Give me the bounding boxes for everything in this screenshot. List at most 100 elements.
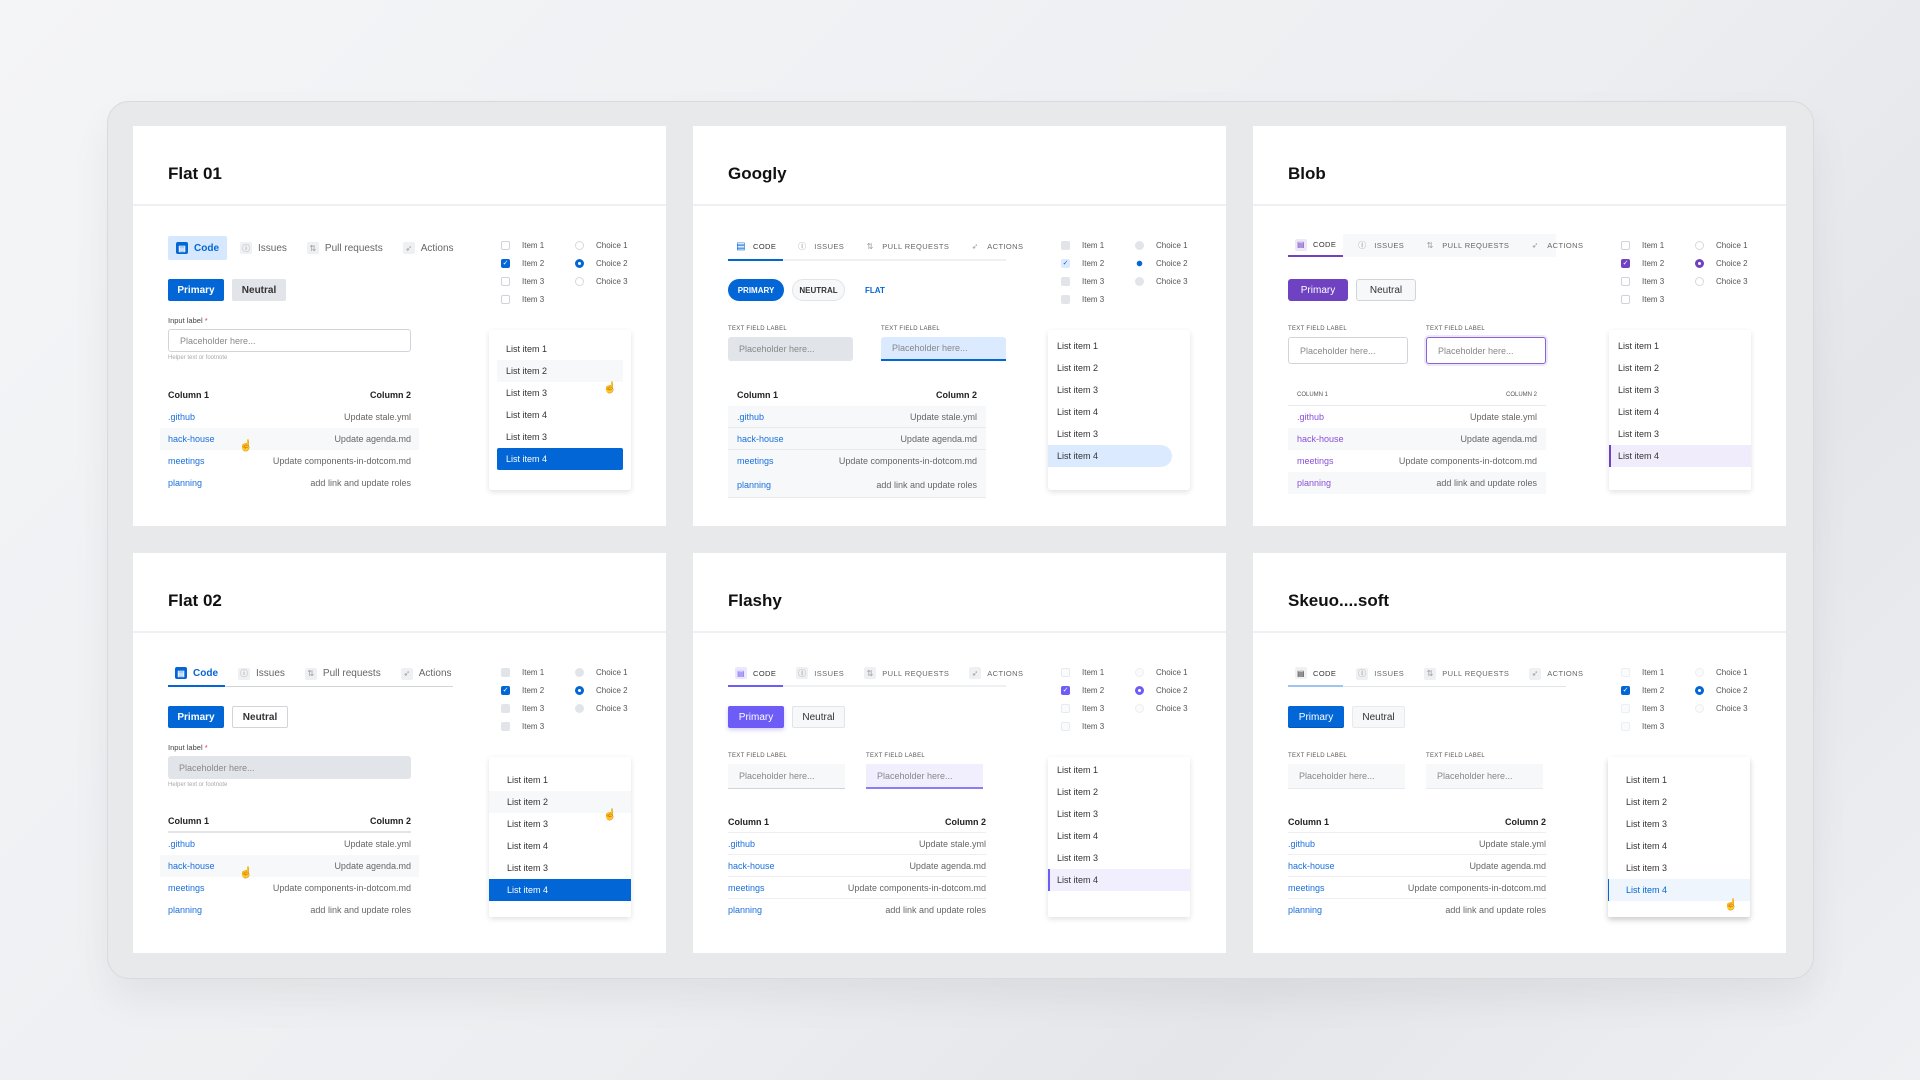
list-item[interactable]: List item 3 bbox=[1057, 385, 1099, 395]
list-item[interactable]: List item 3 bbox=[506, 432, 548, 442]
radio[interactable] bbox=[575, 667, 584, 677]
checkbox-item[interactable]: Item 1 bbox=[501, 236, 544, 254]
checkbox-item[interactable]: Item 1 bbox=[1621, 663, 1664, 681]
checkbox-item[interactable]: ✓ Item 2 bbox=[501, 681, 544, 699]
table-row[interactable]: planning add link and update roles bbox=[728, 472, 986, 498]
tab-issues[interactable]: ⓘ Issues bbox=[789, 660, 851, 686]
primary-button[interactable]: Primary bbox=[168, 279, 224, 301]
neutral-button[interactable]: Neutral bbox=[792, 706, 845, 728]
table-row[interactable]: .github Update stale.yml bbox=[728, 406, 986, 428]
text-field-focused[interactable]: Placeholder here... bbox=[866, 764, 983, 789]
table-row[interactable]: .github Update stale.yml bbox=[168, 839, 411, 849]
checkbox[interactable] bbox=[1061, 703, 1070, 713]
checkbox-item[interactable]: ✓ Item 2 bbox=[1061, 254, 1104, 272]
table-row[interactable]: planning add link and update roles bbox=[728, 905, 986, 915]
checkbox-item[interactable]: Item 3 bbox=[1621, 699, 1664, 717]
tab-pull-requests[interactable]: ⇅ Pull requests bbox=[857, 233, 956, 260]
neutral-button[interactable]: NEUTRAL bbox=[792, 279, 845, 301]
list-item[interactable]: List item 3 bbox=[1618, 385, 1660, 395]
checkbox-item[interactable]: Item 3 bbox=[501, 272, 544, 290]
tab-pull-requests[interactable]: ⇅ Pull requests bbox=[1417, 234, 1516, 258]
table-row[interactable]: meetings Update components-in-dotcom.md bbox=[168, 456, 411, 466]
list-item[interactable]: List item 4 bbox=[1057, 407, 1099, 417]
table-row[interactable]: meetings Update components-in-dotcom.md bbox=[168, 883, 411, 893]
checkbox[interactable] bbox=[1621, 294, 1630, 304]
radio-item[interactable]: Choice 1 bbox=[1135, 236, 1188, 254]
checkbox-checked[interactable]: ✓ bbox=[1621, 258, 1630, 268]
checkbox[interactable] bbox=[1621, 276, 1630, 286]
table-row[interactable]: hack-house Update agenda.md bbox=[728, 855, 986, 877]
table-row[interactable]: .github Update stale.yml bbox=[1288, 833, 1546, 855]
radio-item[interactable]: Choice 3 bbox=[1135, 699, 1188, 717]
table-row[interactable]: hack-house Update agenda.md bbox=[728, 428, 986, 450]
text-field-focused[interactable]: Placeholder here... bbox=[881, 337, 1006, 361]
checkbox[interactable] bbox=[501, 240, 510, 250]
radio[interactable] bbox=[575, 240, 584, 250]
checkbox[interactable] bbox=[1621, 721, 1630, 731]
neutral-button[interactable]: Neutral bbox=[232, 706, 288, 728]
checkbox-item[interactable]: Item 3 bbox=[501, 717, 544, 735]
tab-actions[interactable]: ➶ Actions bbox=[394, 661, 459, 687]
list-item[interactable]: List item 1 bbox=[507, 775, 549, 785]
tab-actions[interactable]: ➶ Actions bbox=[396, 236, 461, 260]
primary-button[interactable]: Primary bbox=[728, 706, 784, 728]
radio-item[interactable]: Choice 1 bbox=[575, 663, 628, 681]
text-field[interactable]: Placeholder here... bbox=[1288, 764, 1405, 789]
radio-item[interactable]: Choice 3 bbox=[575, 699, 628, 717]
table-row-hover[interactable]: hack-house Update agenda.md bbox=[160, 428, 419, 450]
list-item-hover[interactable]: List item 2 bbox=[497, 360, 623, 382]
radio[interactable] bbox=[1135, 667, 1144, 677]
tab-issues[interactable]: ⓘ Issues bbox=[231, 661, 292, 687]
checkbox[interactable] bbox=[1061, 294, 1070, 304]
list-item[interactable]: List item 2 bbox=[1618, 363, 1660, 373]
list-item[interactable]: List item 3 bbox=[507, 819, 549, 829]
table-row[interactable]: meetings Update components-in-dotcom.md bbox=[1288, 877, 1546, 899]
checkbox[interactable] bbox=[501, 703, 510, 713]
checkbox-item[interactable]: ✓ Item 2 bbox=[1621, 254, 1664, 272]
text-input[interactable]: Placeholder here... bbox=[168, 756, 411, 779]
table-row[interactable]: planning add link and update roles bbox=[1288, 905, 1546, 915]
list-item-selected[interactable]: List item 4 bbox=[1608, 879, 1750, 901]
table-row[interactable]: planning add link and update roles bbox=[1288, 472, 1546, 494]
checkbox[interactable] bbox=[1061, 240, 1070, 250]
tab-actions[interactable]: ➶ Actions bbox=[962, 233, 1030, 260]
radio[interactable] bbox=[1135, 240, 1144, 250]
radio[interactable] bbox=[1135, 703, 1144, 713]
checkbox-item[interactable]: Item 3 bbox=[1621, 272, 1664, 290]
tab-actions[interactable]: ➶ Actions bbox=[1522, 661, 1590, 687]
checkbox-item[interactable]: Item 1 bbox=[501, 663, 544, 681]
tab-code[interactable]: ▤ Code bbox=[1288, 661, 1344, 687]
radio-item[interactable]: Choice 1 bbox=[1695, 663, 1748, 681]
checkbox[interactable] bbox=[501, 276, 510, 286]
checkbox-item[interactable]: Item 3 bbox=[501, 699, 544, 717]
list-item[interactable]: List item 4 bbox=[1626, 841, 1668, 851]
tab-actions[interactable]: ➶ Actions bbox=[1522, 234, 1590, 258]
radio-item[interactable]: Choice 3 bbox=[1135, 272, 1188, 290]
checkbox-item[interactable]: Item 3 bbox=[1061, 717, 1104, 735]
checkbox[interactable] bbox=[1621, 667, 1630, 677]
primary-button[interactable]: PRIMARY bbox=[728, 279, 784, 301]
text-input[interactable]: Placeholder here... bbox=[168, 329, 411, 352]
list-item[interactable]: List item 3 bbox=[1626, 863, 1668, 873]
neutral-button[interactable]: Neutral bbox=[1352, 706, 1405, 728]
table-row[interactable]: meetings Update components-in-dotcom.md bbox=[737, 456, 977, 466]
tab-code[interactable]: ▤ Code bbox=[1288, 234, 1344, 257]
checkbox[interactable] bbox=[1061, 667, 1070, 677]
radio-item[interactable]: Choice 2 bbox=[1135, 681, 1188, 699]
list-item[interactable]: List item 4 bbox=[507, 841, 549, 851]
tab-code[interactable]: ▤ Code bbox=[728, 234, 784, 261]
table-row[interactable]: hack-house Update agenda.md bbox=[1288, 428, 1546, 450]
table-row[interactable]: .github Update stale.yml bbox=[1297, 412, 1537, 422]
text-field[interactable]: Placeholder here... bbox=[728, 764, 845, 789]
checkbox[interactable] bbox=[1621, 703, 1630, 713]
list-item-selected[interactable]: List item 4 bbox=[489, 879, 631, 901]
list-item[interactable]: List item 3 bbox=[1618, 429, 1660, 439]
list-item[interactable]: List item 3 bbox=[1057, 853, 1099, 863]
radio-item[interactable]: Choice 2 bbox=[1135, 254, 1188, 272]
list-item[interactable]: List item 4 bbox=[1057, 831, 1099, 841]
radio[interactable] bbox=[1695, 667, 1704, 677]
tab-pull-requests[interactable]: ⇅ Pull requests bbox=[857, 660, 956, 686]
list-item[interactable]: List item 4 bbox=[506, 410, 548, 420]
radio-selected[interactable] bbox=[1135, 258, 1144, 268]
checkbox[interactable] bbox=[501, 667, 510, 677]
